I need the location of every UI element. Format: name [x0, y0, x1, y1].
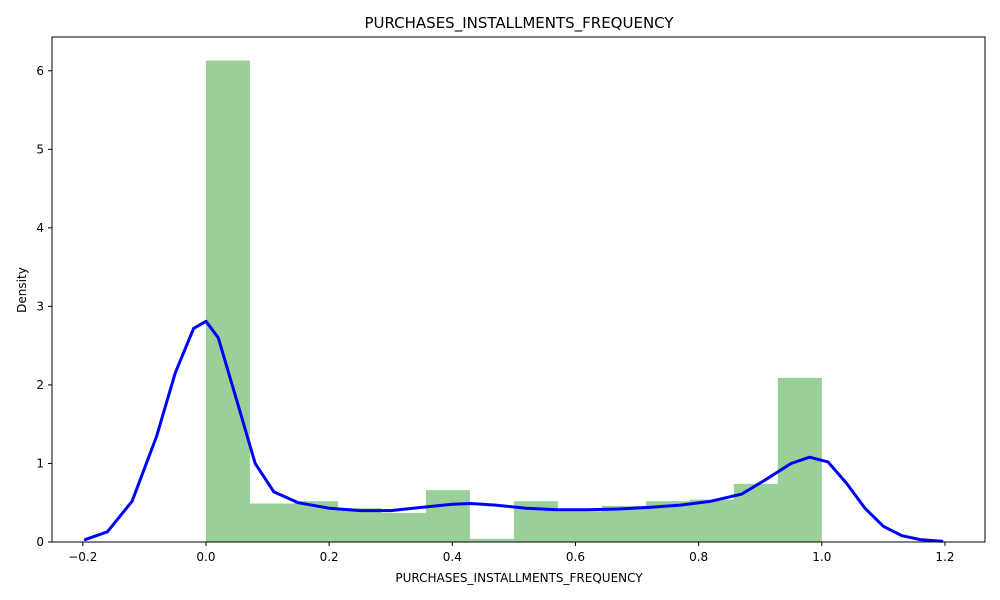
- histogram-bar: [469, 538, 514, 542]
- y-tick-label: 3: [36, 299, 44, 313]
- x-tick-label: 0.8: [689, 550, 708, 564]
- histogram-bar: [205, 60, 250, 542]
- y-tick-label: 4: [36, 221, 44, 235]
- histogram-bar: [425, 490, 470, 542]
- x-tick-label: −0.2: [68, 550, 97, 564]
- kde-line: [83, 319, 944, 543]
- x-tick-label: 0.0: [196, 550, 215, 564]
- histogram-bar: [733, 483, 778, 542]
- y-tick-label: 5: [36, 142, 44, 156]
- histogram-bar: [601, 505, 646, 542]
- x-tick-label: 0.2: [320, 550, 339, 564]
- x-tick-label: 0.4: [443, 550, 462, 564]
- y-tick-label: 2: [36, 378, 44, 392]
- y-axis: 0 1 2 3 4 5 6: [36, 64, 52, 549]
- chart-title: PURCHASES_INSTALLMENTS_FREQUENCY: [364, 14, 674, 33]
- histogram-bar: [337, 508, 382, 542]
- histogram-bar: [689, 499, 734, 542]
- y-tick-label: 1: [36, 456, 44, 470]
- histogram-bar: [381, 512, 426, 542]
- x-tick-label: 1.0: [812, 550, 831, 564]
- plot-frame: [51, 36, 986, 543]
- y-tick-label: 0: [36, 535, 44, 549]
- y-axis-label: Density: [15, 267, 29, 313]
- x-axis: −0.2 0.0 0.2 0.4 0.6 0.8 1.0 1.2: [68, 542, 955, 564]
- x-tick-label: 1.2: [935, 550, 954, 564]
- histogram-bar: [249, 503, 294, 542]
- y-tick-label: 6: [36, 64, 44, 78]
- histogram-bar: [557, 511, 602, 542]
- x-axis-label: PURCHASES_INSTALLMENTS_FREQUENCY: [395, 571, 643, 585]
- x-tick-label: 0.6: [566, 550, 585, 564]
- histogram-bars: [205, 60, 822, 542]
